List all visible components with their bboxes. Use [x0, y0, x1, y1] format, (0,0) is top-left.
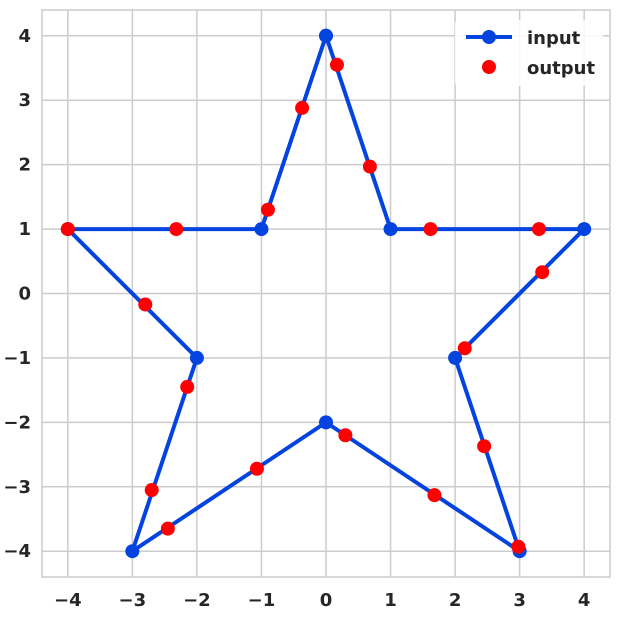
series-input-point [577, 222, 592, 237]
series-output-point [169, 222, 184, 237]
series-output-point [295, 100, 310, 115]
series-output-point [249, 461, 264, 476]
y-tick-label: 0 [18, 284, 31, 305]
x-tick-label: 0 [320, 590, 333, 611]
series-output-point [138, 297, 153, 312]
series-output-point [457, 341, 472, 356]
x-tick-label: 1 [384, 590, 397, 611]
series-input-point [319, 415, 333, 430]
y-tick-label: 4 [18, 26, 31, 47]
legend-output-label: output [527, 58, 595, 79]
x-tick-label: 2 [449, 590, 462, 611]
y-axis-ticks: −4 −3 −2 −1 0 1 2 3 4 [3, 26, 31, 562]
y-tick-label: 1 [18, 219, 31, 240]
x-tick-label: 4 [578, 590, 591, 611]
legend-input-marker [482, 30, 496, 44]
x-tick-label: −4 [54, 590, 82, 611]
series-output-point [160, 521, 175, 536]
series-output-point [477, 439, 492, 454]
series-output-point [180, 379, 195, 394]
series-input-point [254, 222, 269, 237]
series-output-point [338, 428, 353, 443]
series-output-point [260, 202, 275, 217]
y-tick-label: −1 [3, 348, 31, 369]
y-tick-label: 2 [18, 155, 31, 176]
series-input-point [448, 350, 463, 365]
series-output-point [329, 57, 344, 72]
y-tick-label: −2 [3, 412, 31, 433]
y-tick-label: 3 [18, 90, 31, 111]
legend-output-marker [482, 60, 496, 74]
x-tick-label: 3 [513, 590, 526, 611]
series-output-point [144, 483, 159, 498]
legend: input output [455, 20, 603, 86]
series-output-point [423, 222, 438, 237]
series-output-point [60, 222, 75, 237]
series-output-point [532, 222, 546, 237]
x-tick-label: −1 [248, 590, 276, 611]
series-layer [60, 28, 592, 559]
series-output-point [511, 539, 526, 554]
series-output-point [427, 488, 442, 503]
series-input-point [383, 222, 398, 237]
series-input-point [189, 350, 204, 365]
legend-input-label: input [527, 28, 581, 49]
y-tick-label: −3 [3, 477, 31, 498]
series-input-point [125, 544, 140, 559]
series-input-point [319, 28, 333, 43]
series-output-point [535, 265, 550, 280]
x-tick-label: −2 [183, 590, 211, 611]
x-tick-label: −3 [119, 590, 147, 611]
x-axis-ticks: −4 −3 −2 −1 0 1 2 3 4 [54, 590, 590, 611]
y-tick-label: −4 [3, 541, 31, 562]
series-output [60, 57, 550, 554]
series-output-point [362, 159, 377, 174]
